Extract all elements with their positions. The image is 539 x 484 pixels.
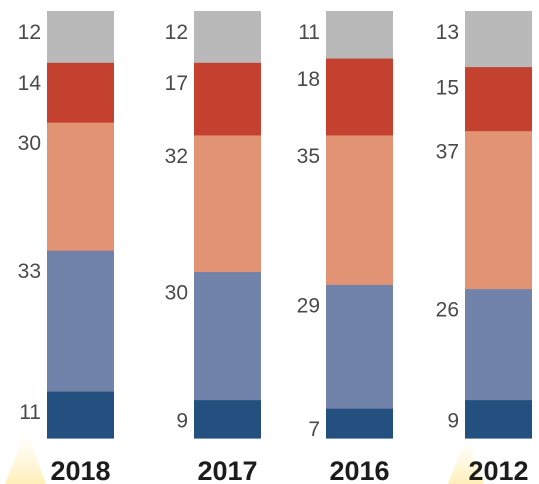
- value-label-2018-4: 12: [18, 21, 41, 44]
- bar-segment-2012-2: [465, 130, 532, 290]
- value-label-2017-1: 30: [165, 281, 188, 304]
- value-label-2016-2: 35: [297, 145, 320, 168]
- bar-segment-2016-1: [326, 284, 393, 409]
- bar-segment-2017-2: [194, 134, 261, 273]
- bar-segment-2012-4: [465, 11, 532, 68]
- bar-segment-2016-0: [326, 408, 393, 439]
- bar-segment-2018-1: [47, 250, 114, 392]
- value-label-2012-1: 26: [436, 299, 459, 322]
- value-label-2018-0: 11: [19, 401, 41, 424]
- value-label-2012-3: 15: [436, 77, 459, 100]
- value-label-2016-4: 11: [298, 21, 320, 44]
- bar-segment-2017-0: [194, 399, 261, 439]
- value-label-2017-2: 32: [165, 145, 188, 168]
- year-label-2012: 2012: [468, 456, 528, 484]
- bar-segment-2017-3: [194, 62, 261, 136]
- year-labels-group: 2018 2017 2016 2012: [50, 456, 528, 484]
- bar-segment-2018-3: [47, 62, 114, 123]
- value-label-2018-2: 30: [18, 132, 41, 155]
- year-label-2018: 2018: [50, 456, 110, 484]
- bar-segment-2017-1: [194, 271, 261, 401]
- bars-group: [47, 11, 532, 439]
- year-label-2016: 2016: [329, 456, 389, 484]
- value-labels-group: 11 33 30 14 12 9 30 32 17 12 7 29 35 18 11 9 26 37 15 13: [18, 21, 459, 441]
- value-label-2017-4: 12: [165, 21, 188, 44]
- value-label-2012-0: 9: [447, 410, 459, 433]
- bar-segment-2012-1: [465, 288, 532, 401]
- bar-segment-2012-3: [465, 66, 532, 132]
- bar-segment-2018-4: [47, 11, 114, 63]
- bar-segment-2016-4: [326, 11, 393, 59]
- background-glow: [5, 430, 484, 484]
- bar-segment-2017-4: [194, 11, 261, 63]
- value-label-2016-1: 29: [297, 294, 320, 317]
- value-label-2017-3: 17: [165, 72, 188, 95]
- bar-segment-2018-2: [47, 122, 114, 251]
- value-label-2018-3: 14: [18, 72, 42, 95]
- value-label-2012-4: 13: [436, 21, 459, 44]
- value-label-2017-0: 9: [176, 410, 188, 433]
- year-label-2017: 2017: [197, 456, 257, 484]
- bar-segment-2016-2: [326, 134, 393, 285]
- value-label-2016-0: 7: [308, 418, 320, 441]
- value-label-2012-2: 37: [436, 141, 459, 164]
- bar-segment-2018-0: [47, 391, 114, 439]
- bar-segment-2012-0: [465, 399, 532, 439]
- value-label-2016-3: 18: [297, 68, 320, 91]
- value-label-2018-1: 33: [18, 260, 41, 283]
- bar-segment-2016-3: [326, 57, 393, 136]
